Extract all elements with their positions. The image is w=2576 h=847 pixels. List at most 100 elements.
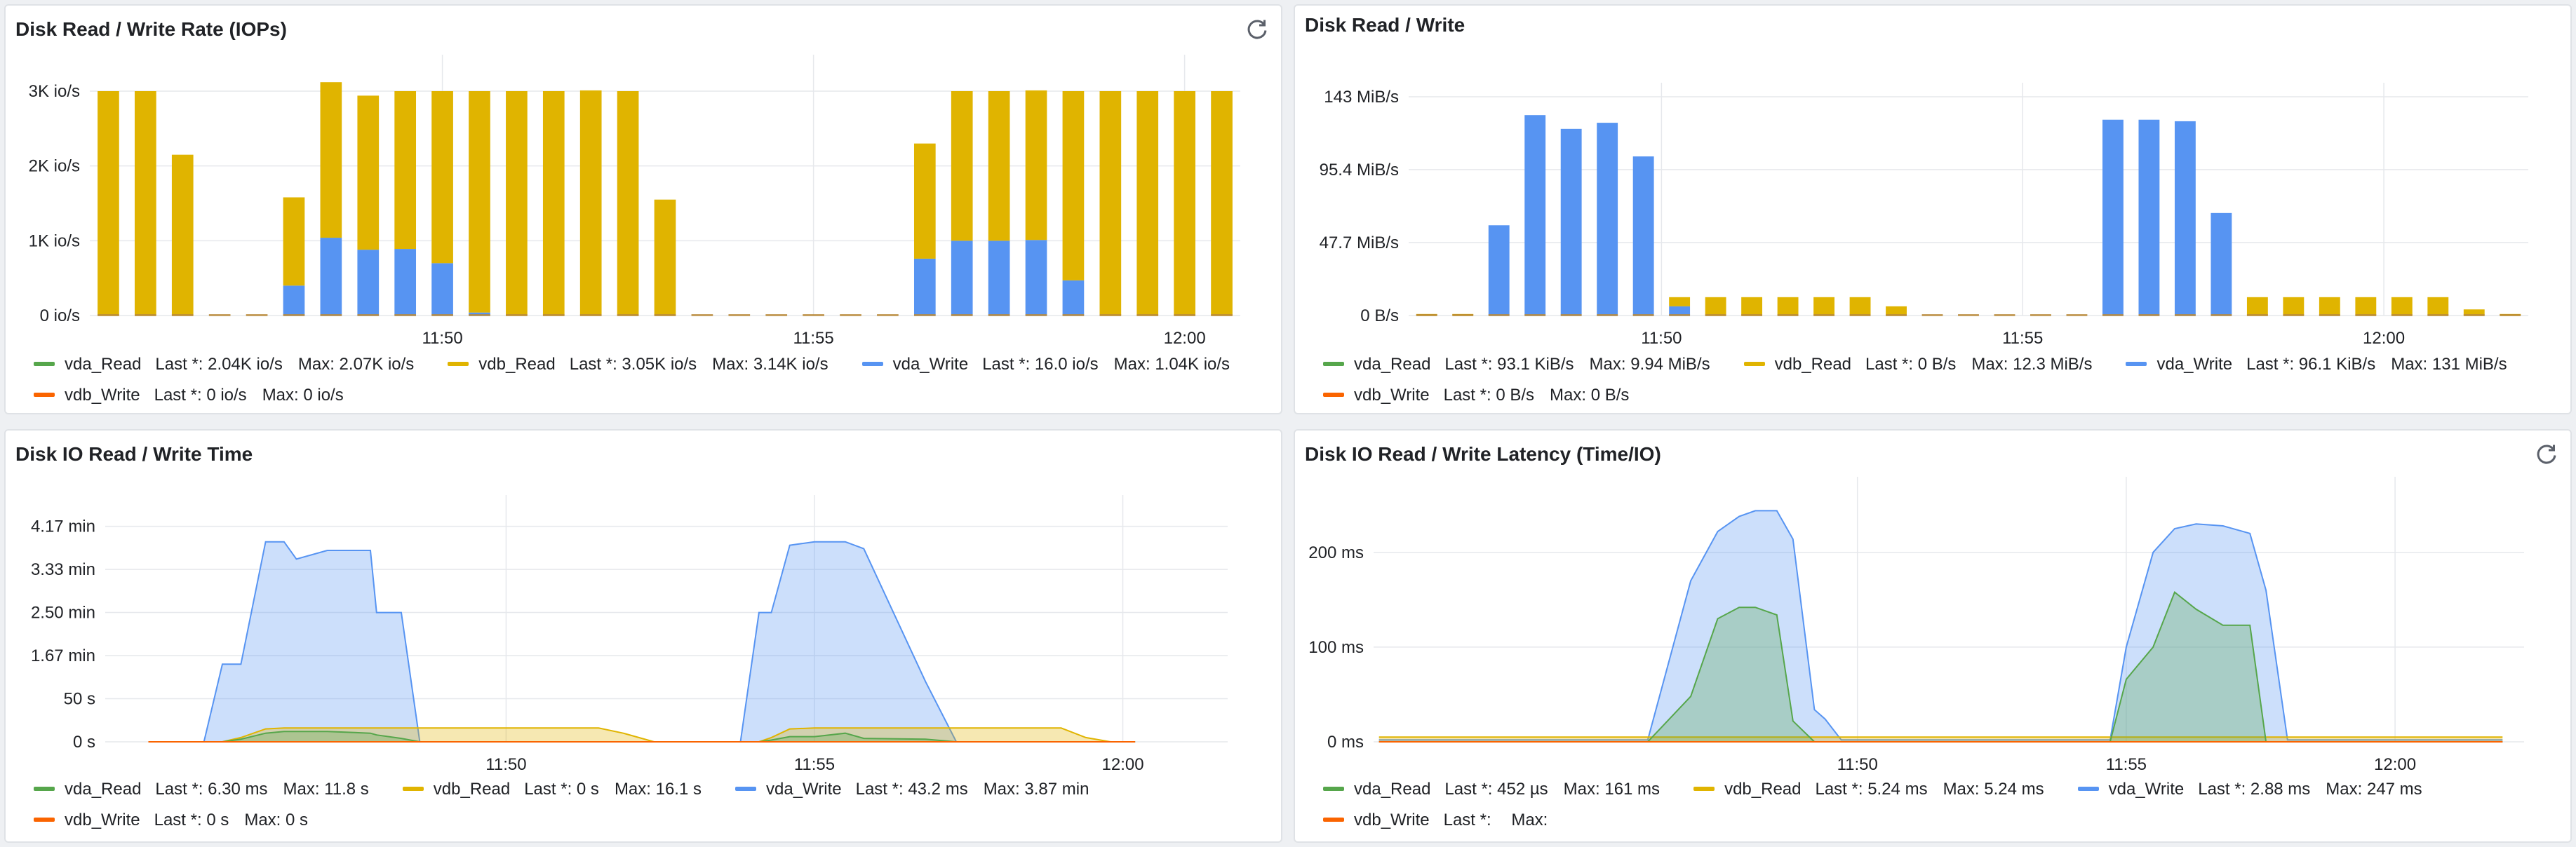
legend-row: vdb_Write Last *: 0 io/s Max: 0 io/s <box>34 380 1263 411</box>
refresh-icon[interactable] <box>2534 442 2559 467</box>
legend-item-vda_Write[interactable]: vda_Write Last *: 43.2 ms Max: 3.87 min <box>735 774 1104 805</box>
line-vdb_Read <box>148 727 1136 743</box>
legend-item-vda_Write[interactable]: vda_Write Last *: 2.88 ms Max: 247 ms <box>2077 774 2438 805</box>
bar-baseline <box>246 314 268 316</box>
y-tick-label: 47.7 MiB/s <box>1320 233 1399 252</box>
legend-item-vda_Write[interactable]: vda_Write Last *: 16.0 io/s Max: 1.04K io/… <box>861 349 1245 380</box>
y-tick-label: 3.33 min <box>31 560 95 579</box>
refresh-icon[interactable] <box>1245 17 1270 42</box>
legend-item-vdb_Write[interactable]: vdb_Write Last *: 0 B/s Max: 0 B/s <box>1323 380 1644 411</box>
legend-max-value: Max: 131 MiB/s <box>2391 355 2507 374</box>
legend-item-vdb_Read[interactable]: vdb_Read Last *: 0 s Max: 16.1 s <box>402 774 717 805</box>
bar-baseline <box>1062 314 1085 316</box>
bar-baseline <box>2138 314 2160 316</box>
chart-plot: 0 B/s 47.7 MiB/s 95.4 MiB/s 143 MiB/s 11:50 1… <box>1320 83 2528 348</box>
legend-item-vdb_Write[interactable]: vdb_Write Last *: 0 s Max: 0 s <box>34 805 323 836</box>
bar-vdb_Read <box>1136 91 1159 316</box>
bar-baseline <box>98 314 119 316</box>
legend-item-vdb_Write[interactable]: vdb_Write Last *: 0 io/s Max: 0 io/s <box>34 380 359 411</box>
legend-swatch <box>735 786 756 791</box>
chart-legend: vda_Read Last *: 452 µs Max: 161 ms vdb_Rea… <box>1323 774 2456 836</box>
bar-vdb_Read <box>542 91 565 316</box>
bar-baseline <box>1994 314 2015 316</box>
bar-vda_Write <box>320 238 342 316</box>
legend-item-vda_Read[interactable]: vda_Read Last *: 93.1 KiB/s Max: 9.94 MiB/… <box>1323 349 1726 380</box>
legend-series-name: vda_Write <box>766 780 842 799</box>
bar-vdb_Read <box>171 154 194 316</box>
bar-baseline <box>1886 314 1907 316</box>
bar-vdb_Read <box>2427 297 2449 316</box>
legend-swatch <box>1323 786 1344 791</box>
bar-vda_Write <box>283 285 305 316</box>
y-tick-label: 0 ms <box>1327 733 1364 752</box>
bar-baseline <box>1211 314 1233 316</box>
legend-item-vda_Read[interactable]: vda_Read Last *: 2.04K io/s Max: 2.07K io/… <box>34 349 429 380</box>
x-tick-label: 12:00 <box>2374 755 2416 774</box>
bar-baseline <box>2319 314 2340 316</box>
chart-plot: 0 ms 100 ms 200 ms 11:50 11:55 12:00 <box>1308 477 2524 774</box>
bar-vda_Write <box>1597 123 1618 316</box>
bar-baseline <box>1741 314 1763 316</box>
bar-vdb_Read <box>2463 309 2485 316</box>
legend-swatch <box>34 817 55 822</box>
legend-last-value: Last *: 0 B/s <box>1865 355 1957 374</box>
legend-max-value: Max: 1.04K io/s <box>1113 355 1230 374</box>
y-tick-label: 3K io/s <box>29 82 80 101</box>
bar-vdb_Read <box>394 91 417 250</box>
chart-plot: 0 io/s 1K io/s 2K io/s 3K io/s 11:50 11:55 12:… <box>29 55 1240 348</box>
legend-last-value: Last *: 96.1 KiB/s <box>2246 355 2376 374</box>
bar-vdb_Read <box>1813 297 1834 316</box>
legend-series-name: vdb_Read <box>1724 780 1802 799</box>
bar-baseline <box>765 314 788 316</box>
bar-baseline <box>803 314 824 316</box>
legend-series-name: vdb_Read <box>433 780 511 799</box>
legend-series-name: vda_Read <box>65 355 142 374</box>
legend-row: vdb_Write Last *: 0 B/s Max: 0 B/s <box>1323 380 2541 411</box>
legend-item-vda_Read[interactable]: vda_Read Last *: 6.30 ms Max: 11.8 s <box>34 774 384 805</box>
legend-item-vdb_Read[interactable]: vdb_Read Last *: 5.24 ms Max: 5.24 ms <box>1693 774 2060 805</box>
bar-baseline <box>1958 314 1979 316</box>
panel-title: Disk IO Read / Write Time <box>15 443 253 465</box>
legend-item-vdb_Write[interactable]: vdb_Write Last *: Max: <box>1323 805 1563 836</box>
bar-baseline <box>913 314 936 316</box>
line-vda_Write <box>1378 510 2503 741</box>
y-tick-label: 2.50 min <box>31 604 95 623</box>
y-tick-label: 0 s <box>73 733 95 752</box>
bar-baseline <box>431 314 453 316</box>
bar-baseline <box>2102 314 2124 316</box>
legend-last-value: Last *: 0 s <box>524 780 599 799</box>
legend-last-value: Last *: 0 s <box>154 811 229 829</box>
legend-max-value: Max: 2.07K io/s <box>297 355 415 374</box>
legend-row: vda_Read Last *: 6.30 ms Max: 11.8 s vdb_Re… <box>34 774 1122 805</box>
bar-baseline <box>728 314 751 316</box>
legend-item-vda_Write[interactable]: vda_Write Last *: 96.1 KiB/s Max: 131 MiB/… <box>2126 349 2522 380</box>
y-tick-label: 4.17 min <box>31 517 95 536</box>
bar-baseline <box>469 314 490 316</box>
legend-swatch <box>402 786 424 791</box>
legend-item-vda_Read[interactable]: vda_Read Last *: 452 µs Max: 161 ms <box>1323 774 1675 805</box>
bar-vda_Write <box>951 240 973 316</box>
legend-last-value: Last *: 2.88 ms <box>2198 780 2311 799</box>
bar-vdb_Read <box>1174 91 1195 316</box>
bar-vdb_Read <box>1705 297 1726 316</box>
bar-vdb_Read <box>357 95 380 250</box>
legend-item-vdb_Read[interactable]: vdb_Read Last *: 3.05K io/s Max: 3.14K io/… <box>448 349 843 380</box>
legend-max-value: Max: 161 ms <box>1563 780 1661 799</box>
bar-baseline <box>1025 314 1047 316</box>
bar-baseline <box>1813 314 1834 316</box>
bar-vda_Write <box>2174 121 2196 316</box>
bar-baseline <box>2066 314 2088 316</box>
panel-title: Disk Read / Write <box>1305 14 1465 36</box>
bar-vdb_Read <box>2391 297 2413 316</box>
legend-item-vdb_Read[interactable]: vdb_Read Last *: 0 B/s Max: 12.3 MiB/s <box>1743 349 2108 380</box>
x-tick-label: 11:50 <box>1837 755 1878 774</box>
bar-vda_Write <box>1669 306 1691 316</box>
panel-io-latency: Disk IO Read / Write Latency (Time/IO) 0… <box>1294 429 2572 843</box>
area-vda_Read <box>1378 592 2503 742</box>
bar-vda_Write <box>431 263 453 316</box>
bar-baseline <box>320 314 342 316</box>
bar-vdb_Read <box>2283 297 2305 316</box>
legend-last-value: Last *: 6.30 ms <box>155 780 268 799</box>
bar-baseline <box>171 314 194 316</box>
bar-baseline <box>2246 314 2268 316</box>
